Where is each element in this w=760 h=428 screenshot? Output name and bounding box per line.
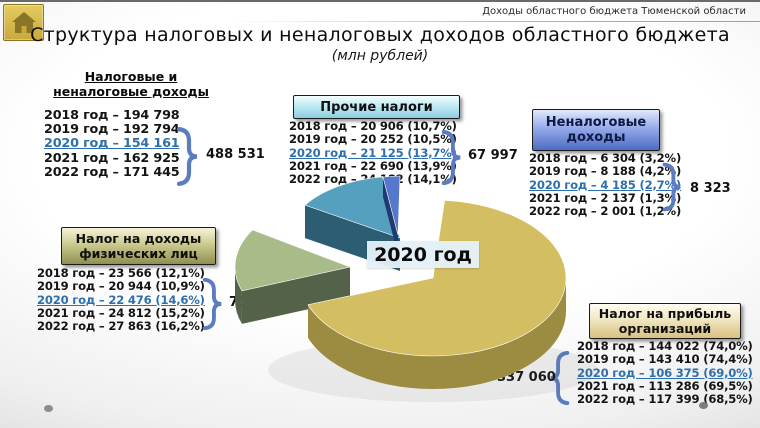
- brace-profit-tax: [547, 350, 571, 406]
- pie-slice-ndfl[interactable]: [234, 229, 352, 292]
- data-line: 2018 год – 144 022 (74,0%): [577, 339, 753, 353]
- header-divider-line: [0, 21, 760, 22]
- data-line: 2018 год – 6 304 (3,2%): [529, 151, 682, 165]
- panel-non-tax-list: 2018 год – 6 304 (3,2%) 2019 год – 8 188…: [529, 151, 682, 219]
- data-line: 2019 год – 20 252 (10,5%): [289, 132, 457, 147]
- data-line-highlighted: 2020 год – 154 161: [44, 136, 180, 152]
- sum-non-tax: 8 323: [690, 181, 731, 196]
- slide-subtitle: (млн рублей): [331, 48, 429, 64]
- panel-ndfl-header: Налог на доходы физических лиц: [61, 227, 216, 265]
- data-line: 2019 год – 20 944 (10,9%): [37, 279, 205, 294]
- data-line: 2018 год – 194 798: [44, 108, 180, 123]
- panel-non-tax-header: Неналоговые доходы: [532, 109, 660, 151]
- sum-total: 488 531: [206, 147, 265, 162]
- pie-slice-profit-tax[interactable]: [307, 199, 567, 357]
- home-icon: [11, 12, 36, 33]
- decorative-dot-right: [699, 402, 708, 409]
- top-right-note: Доходы областного бюджета Тюменской обла…: [482, 6, 746, 17]
- panel-profit-tax-list: 2018 год – 144 022 (74,0%) 2019 год – 14…: [577, 339, 753, 407]
- panel-other-taxes-list: 2018 год – 20 906 (10,7%) 2019 год – 20 …: [289, 119, 457, 186]
- data-line: 2021 год – 22 690 (13,9%): [289, 158, 457, 173]
- decorative-dot-left: [44, 405, 53, 412]
- data-line: 2019 год – 8 188 (4,2%): [529, 164, 682, 179]
- data-line: 2019 год – 192 794: [44, 122, 180, 138]
- brace-non-tax: [661, 162, 684, 212]
- data-line-highlighted: 2020 год – 4 185 (2,7%): [529, 177, 682, 192]
- data-line: 2021 год – 24 812 (15,2%): [37, 305, 205, 320]
- pie-center-year-label: 2020 год: [367, 241, 479, 268]
- panel-total-title: Налоговые и неналоговые доходы: [53, 69, 209, 99]
- pie-slice-ndfl-rim: [235, 267, 242, 324]
- data-line: 2022 год – 2 001 (1,2%): [529, 204, 682, 219]
- data-line: 2022 год – 117 399 (68,5%): [577, 392, 753, 407]
- data-line: 2021 год – 162 925: [44, 150, 180, 166]
- pie-chart: [234, 175, 598, 402]
- brace-total: [175, 126, 201, 187]
- pie-slice-other-taxes[interactable]: [304, 176, 401, 239]
- data-line-highlighted: 2020 год – 106 375 (69,0%): [577, 365, 753, 380]
- data-line: 2021 год – 2 137 (1,3%): [529, 190, 682, 205]
- panel-ndfl-list: 2018 год – 23 566 (12,1%) 2019 год – 20 …: [37, 266, 205, 334]
- home-button[interactable]: [3, 4, 44, 41]
- data-line: 2018 год – 23 566 (12,1%): [37, 266, 205, 280]
- pie-slice-profit-tax-rim: [308, 278, 567, 390]
- pie-slice-non-tax[interactable]: [382, 175, 401, 236]
- panel-total-list: 2018 год – 194 798 2019 год – 192 794 20…: [44, 108, 180, 180]
- panel-other-taxes-header: Прочие налоги: [293, 95, 460, 119]
- brace-ndfl: [201, 277, 225, 331]
- pie-slice-ndfl-side: [241, 267, 350, 324]
- data-line-highlighted: 2020 год – 22 476 (14,6%): [37, 292, 205, 307]
- data-line: 2019 год – 143 410 (74,4%): [577, 352, 753, 367]
- sum-other-taxes: 67 997: [468, 148, 518, 163]
- brace-other-taxes: [440, 129, 464, 186]
- top-border-line: [0, 0, 760, 2]
- slide-title: Структура налоговых и неналоговых доходо…: [30, 24, 730, 46]
- data-line: 2018 год – 20 906 (10,7%): [289, 119, 457, 133]
- pie-slice-non-tax-side: [383, 177, 398, 255]
- panel-profit-tax-header: Налог на прибыль организаций: [589, 303, 741, 339]
- data-line: 2021 год – 113 286 (69,5%): [577, 378, 753, 393]
- data-line: 2022 год – 27 863 (16,2%): [37, 319, 205, 334]
- data-line: 2022 год – 171 445: [44, 164, 180, 180]
- data-line-highlighted: 2020 год – 21 125 (13,7%): [289, 145, 457, 160]
